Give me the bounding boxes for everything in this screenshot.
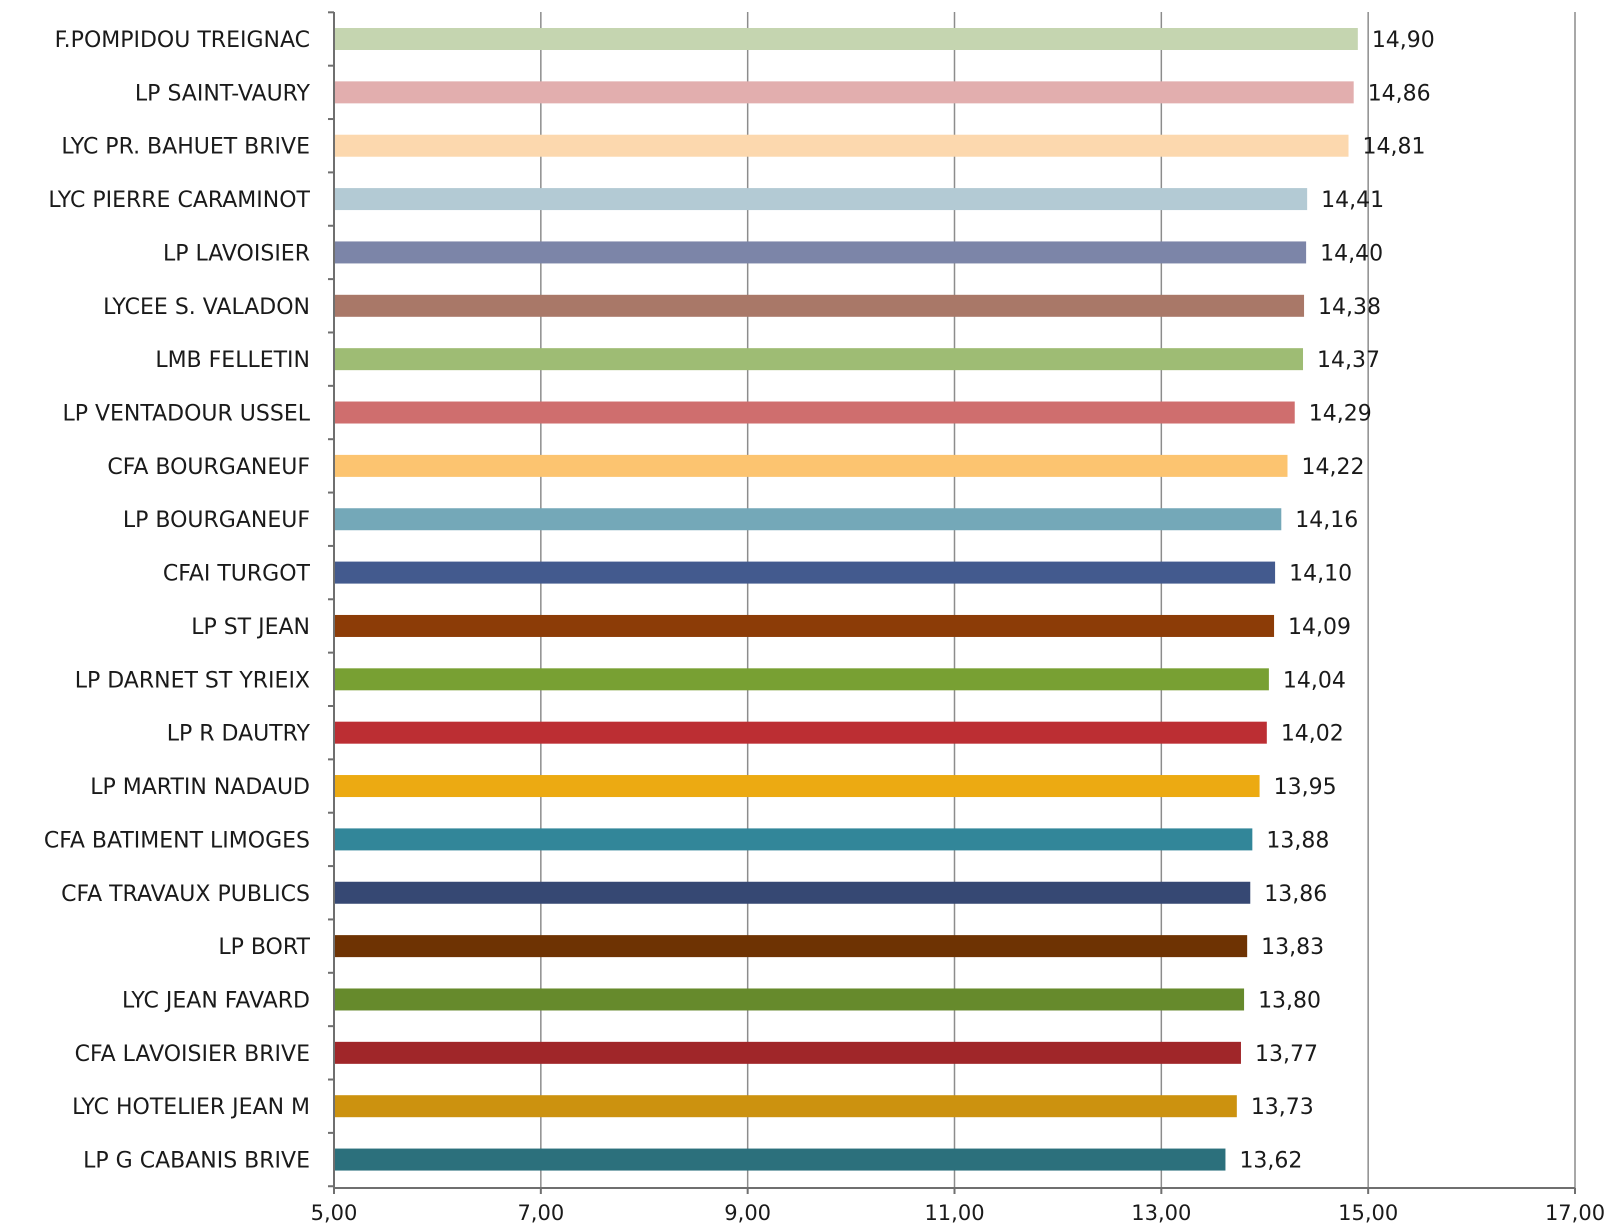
bar xyxy=(335,721,1267,744)
value-label: 14,86 xyxy=(1368,81,1431,106)
bar xyxy=(335,294,1305,317)
bar xyxy=(335,1148,1226,1171)
bar xyxy=(335,614,1275,637)
x-tick-label: 9,00 xyxy=(724,1201,771,1225)
bar xyxy=(335,775,1260,798)
bar xyxy=(335,561,1276,584)
value-label: 14,09 xyxy=(1288,615,1351,640)
category-label: LYC JEAN FAVARD xyxy=(122,988,310,1013)
category-label: CFA TRAVAUX PUBLICS xyxy=(61,882,310,907)
value-label: 14,90 xyxy=(1372,28,1435,53)
bar xyxy=(335,401,1295,424)
category-label: CFA BATIMENT LIMOGES xyxy=(44,828,310,853)
category-label: LP LAVOISIER xyxy=(163,241,310,266)
value-label: 13,86 xyxy=(1264,882,1327,907)
x-tick-label: 17,00 xyxy=(1545,1201,1605,1225)
bar xyxy=(335,188,1308,211)
category-label: LP R DAUTRY xyxy=(167,722,311,747)
value-labels: 14,90 14,86 14,81 14,41 14,40 14,38 14,37 14,29… xyxy=(1239,28,1434,1174)
bar xyxy=(335,881,1251,904)
category-label: LYC HOTELIER JEAN M xyxy=(72,1095,310,1120)
bar xyxy=(335,134,1349,157)
category-label: LP SAINT-VAURY xyxy=(135,81,311,106)
value-label: 13,83 xyxy=(1261,935,1324,960)
bar xyxy=(335,935,1248,958)
category-label: LP DARNET ST YRIEIX xyxy=(75,668,310,693)
value-label: 14,38 xyxy=(1318,295,1381,320)
bar xyxy=(335,1041,1241,1064)
category-label: LYC PR. BAHUET BRIVE xyxy=(61,135,310,160)
value-label: 14,41 xyxy=(1321,188,1384,213)
value-label: 14,37 xyxy=(1317,348,1380,373)
bar xyxy=(335,81,1354,104)
category-label: CFA LAVOISIER BRIVE xyxy=(75,1042,310,1067)
value-label: 13,73 xyxy=(1251,1095,1314,1120)
value-label: 14,10 xyxy=(1289,562,1352,587)
bar xyxy=(335,348,1304,371)
bar xyxy=(335,508,1282,531)
category-label: LP ST JEAN xyxy=(191,615,310,640)
x-tick-labels: 5,00 7,00 9,00 11,00 13,00 15,00 17,00 xyxy=(311,1201,1605,1225)
x-tick-label: 15,00 xyxy=(1338,1201,1398,1225)
category-label: LMB FELLETIN xyxy=(155,348,310,373)
bar xyxy=(335,241,1307,264)
value-label: 13,62 xyxy=(1239,1149,1302,1174)
category-labels: F.POMPIDOU TREIGNAC LP SAINT-VAURY LYC PR.… xyxy=(44,28,311,1174)
bar xyxy=(335,828,1253,851)
bar xyxy=(335,1095,1237,1118)
value-label: 13,88 xyxy=(1266,828,1329,853)
value-label: 14,29 xyxy=(1309,402,1372,427)
value-label: 13,80 xyxy=(1258,988,1321,1013)
category-label: LYCEE S. VALADON xyxy=(103,295,310,320)
category-label: F.POMPIDOU TREIGNAC xyxy=(55,28,310,53)
category-label: LP VENTADOUR USSEL xyxy=(62,402,310,427)
x-tick-label: 13,00 xyxy=(1131,1201,1191,1225)
x-tick-label: 7,00 xyxy=(517,1201,564,1225)
value-label: 14,22 xyxy=(1302,455,1365,480)
bar xyxy=(335,988,1245,1011)
category-label: LP MARTIN NADAUD xyxy=(90,775,310,800)
category-label: CFAI TURGOT xyxy=(163,562,311,587)
category-label: CFA BOURGANEUF xyxy=(107,455,310,480)
x-tick-label: 11,00 xyxy=(924,1201,984,1225)
axes xyxy=(328,11,1576,1194)
value-label: 13,95 xyxy=(1274,775,1337,800)
value-label: 14,04 xyxy=(1283,668,1346,693)
bar xyxy=(335,28,1358,50)
value-label: 14,02 xyxy=(1281,722,1344,747)
category-label: LP G CABANIS BRIVE xyxy=(83,1149,310,1174)
category-label: LP BOURGANEUF xyxy=(123,508,310,533)
value-label: 14,81 xyxy=(1363,135,1426,160)
bar xyxy=(335,454,1288,477)
category-label: LYC PIERRE CARAMINOT xyxy=(48,188,310,213)
value-label: 14,40 xyxy=(1320,241,1383,266)
x-tick-label: 5,00 xyxy=(311,1201,358,1225)
value-label: 14,16 xyxy=(1295,508,1358,533)
value-label: 13,77 xyxy=(1255,1042,1318,1067)
category-label: LP BORT xyxy=(218,935,310,960)
bar xyxy=(335,668,1269,691)
bars xyxy=(335,28,1358,1171)
